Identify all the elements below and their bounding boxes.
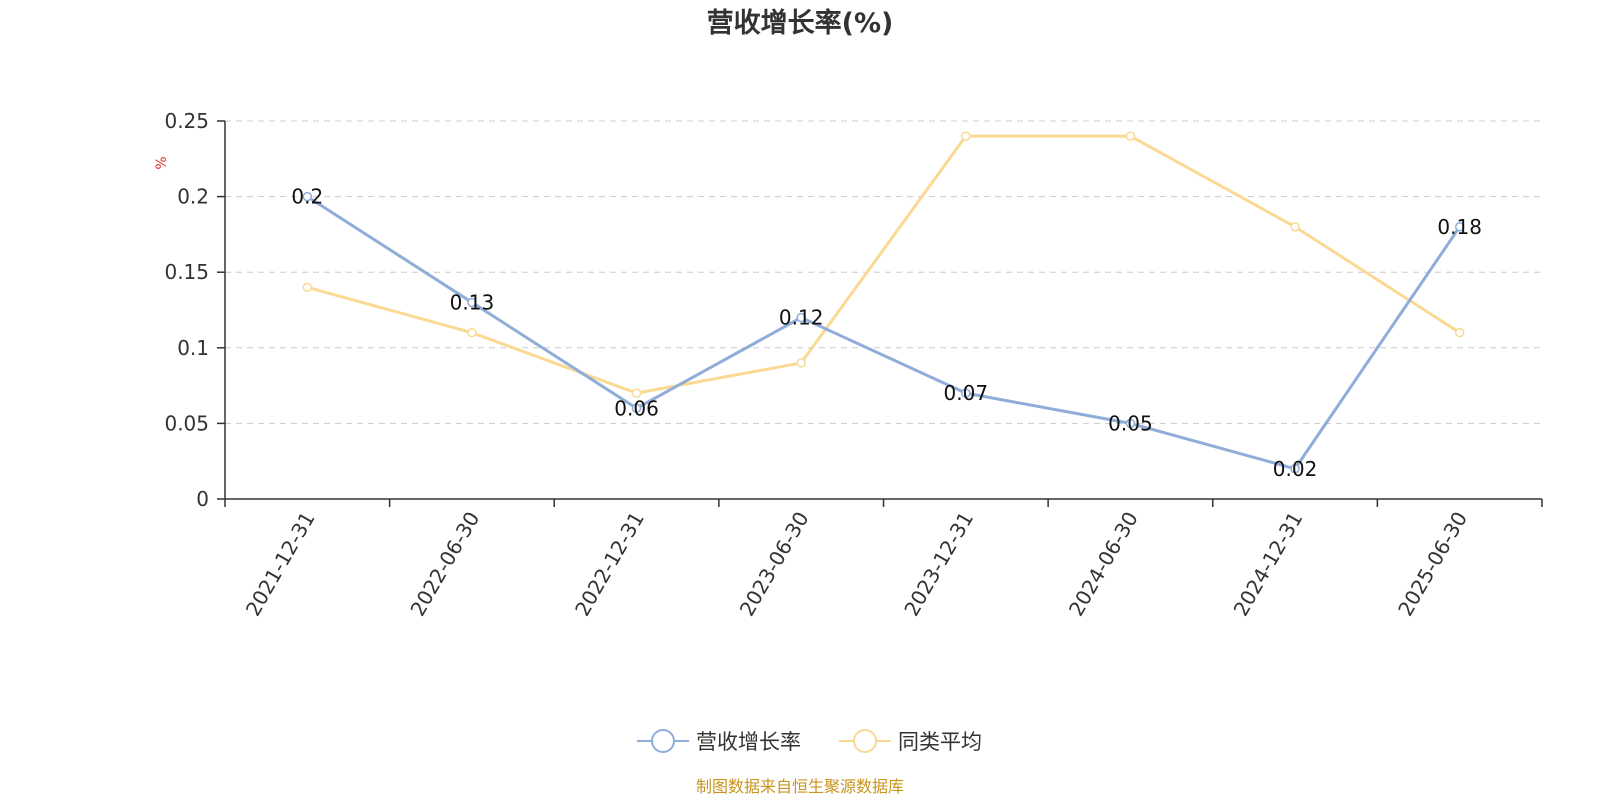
- data-point[interactable]: [1290, 222, 1300, 232]
- source-note: 制图数据来自恒生聚源数据库: [696, 777, 904, 796]
- legend-label: 同类平均: [898, 730, 982, 754]
- legend[interactable]: 营收增长率 同类平均: [637, 729, 982, 754]
- legend-item[interactable]: 同类平均: [839, 729, 982, 754]
- x-tick-label: 2022-12-31: [570, 508, 649, 621]
- series-line: [306, 195, 1461, 471]
- y-tick-label: 0.15: [164, 260, 209, 284]
- x-axis-ticks: 2021-12-31 2022-06-30 2022-12-31 2023-06-30…: [224, 499, 1543, 621]
- x-tick-label: 2024-06-30: [1064, 508, 1143, 621]
- series-line: [306, 134, 1461, 395]
- data-point[interactable]: [302, 282, 313, 293]
- x-tick-label: 2022-06-30: [405, 508, 484, 621]
- series-layer: [302, 131, 1465, 474]
- chart-title: 营收增长率(%): [707, 7, 894, 39]
- legend-marker: [651, 729, 675, 753]
- data-point[interactable]: [467, 327, 477, 338]
- data-point[interactable]: [796, 358, 806, 368]
- y-axis-ticks: 0 0.05 0.1 0.15 0.2 0.25: [164, 109, 225, 511]
- data-point[interactable]: [1454, 222, 1465, 232]
- data-label: 0.12: [779, 306, 824, 330]
- legend-marker: [853, 729, 877, 753]
- x-tick-label: 2023-12-31: [899, 508, 978, 621]
- data-point[interactable]: [1125, 418, 1136, 429]
- data-point[interactable]: [961, 131, 971, 141]
- data-label: 0.18: [1437, 215, 1482, 239]
- y-tick-label: 0.25: [164, 109, 209, 133]
- x-tick-label: 2021-12-31: [241, 508, 320, 621]
- data-label: 0.05: [1108, 411, 1153, 435]
- data-label: 0.13: [450, 290, 495, 314]
- legend-label: 营收增长率: [696, 730, 801, 754]
- data-label: 0.02: [1273, 457, 1318, 481]
- data-labels: 0.2 0.13 0.06 0.12 0.07 0.05 0.02 0.18: [291, 185, 1482, 481]
- legend-item[interactable]: 营收增长率: [637, 729, 801, 754]
- data-label: 0.07: [944, 381, 989, 405]
- x-tick-label: 2024-12-31: [1228, 508, 1307, 621]
- y-tick-label: 0.05: [164, 411, 209, 435]
- x-tick-label: 2023-06-30: [735, 508, 814, 621]
- axes: [224, 121, 1542, 500]
- data-point[interactable]: [961, 388, 971, 398]
- y-axis-unit: %: [154, 156, 170, 169]
- y-tick-label: 0: [196, 487, 209, 511]
- data-point[interactable]: [631, 403, 642, 414]
- data-point[interactable]: [631, 388, 642, 398]
- data-point[interactable]: [467, 297, 477, 308]
- data-label: 0.2: [291, 185, 323, 209]
- y-tick-label: 0.1: [177, 336, 209, 360]
- data-point[interactable]: [1125, 131, 1136, 141]
- data-point[interactable]: [796, 312, 806, 323]
- data-point[interactable]: [1454, 327, 1465, 338]
- data-label: 0.06: [614, 396, 659, 420]
- x-tick-label: 2025-06-30: [1393, 508, 1472, 621]
- data-point[interactable]: [1290, 464, 1300, 474]
- data-point[interactable]: [302, 191, 313, 202]
- y-tick-label: 0.2: [177, 185, 209, 209]
